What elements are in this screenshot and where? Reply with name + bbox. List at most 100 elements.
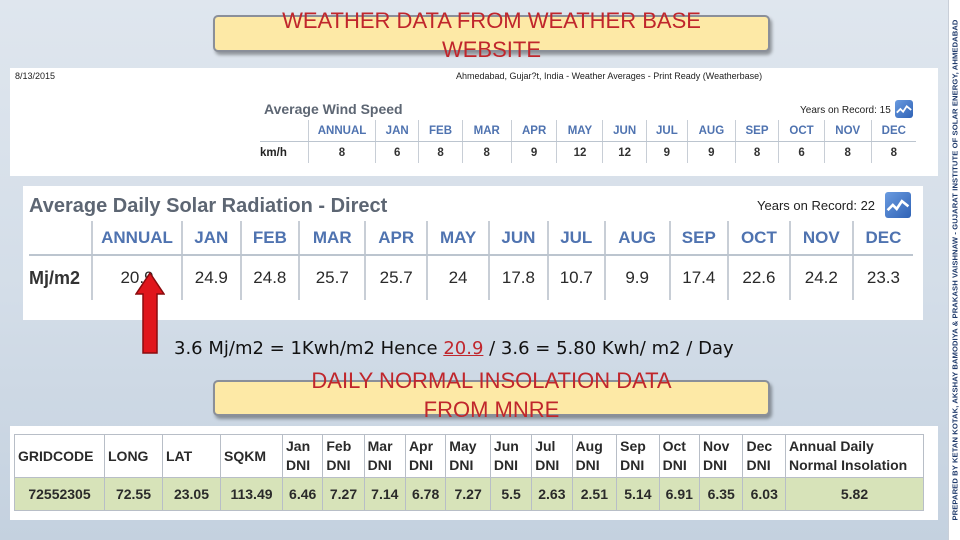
mnre-header-cell: May DNI [445, 434, 491, 478]
mnre-dni: DNI [367, 457, 392, 473]
mnre-month: May [449, 438, 477, 454]
solar-header-cell: OCT [727, 221, 790, 256]
wind-value-cell: 6 [778, 141, 825, 163]
mnre-month: Oct [662, 438, 686, 454]
equation-after: / 3.6 = 5.80 Kwh/ m2 / Day [483, 338, 734, 359]
solar-header-cell: APR [364, 221, 427, 256]
solar-header-cell: JUL [546, 221, 605, 256]
wind-header-cell: DEC [870, 120, 916, 142]
wind-value-cell: 12 [556, 141, 603, 163]
mnre-month: Apr [408, 438, 434, 454]
mnre-header-cell: Jun DNI [489, 434, 533, 478]
solar-header-cell: SEP [668, 221, 729, 256]
wind-table: ANNUAL JAN FEB MAR APR MAY JUN JUL AUG S… [260, 120, 916, 163]
mnre-header-cell: Apr DNI [404, 434, 447, 478]
solar-header-cell: FEB [239, 221, 300, 256]
mnre-value-cell: 6.78 [404, 477, 447, 511]
mnre-header-cell: Jan DNI [281, 434, 324, 478]
mnre-value-cell: 5.5 [489, 477, 533, 511]
mnre-header-cell: Nov DNI [698, 434, 744, 478]
mnre-header-cell: Aug DNI [571, 434, 618, 478]
wind-value-cell: 8 [734, 141, 779, 163]
wind-value-cell: 8 [308, 141, 376, 163]
equation-before: 3.6 Mj/m2 = 1Kwh/m2 Hence [174, 338, 444, 359]
credit-strip: PREPARED BY KETAN KOTAK, AKSHAY BAMODIYA… [948, 0, 960, 540]
solar-header-cell: JAN [181, 221, 241, 256]
mnre-header-cell: Jul DNI [531, 434, 573, 478]
mnre-value-cell: 2.51 [571, 477, 618, 511]
mnre-value-row: 72552305 72.55 23.05 113.49 6.46 7.27 7.… [14, 477, 924, 511]
solar-header-cell: AUG [603, 221, 670, 256]
mnre-value-cell: 2.63 [531, 477, 573, 511]
wind-header-cell: JUN [602, 120, 647, 142]
mnre-header-cell: LAT [162, 434, 221, 478]
mnre-annual-label: Normal Insolation [789, 457, 908, 473]
equation-highlight: 20.9 [443, 338, 484, 359]
wind-header-cell: JAN [374, 120, 419, 142]
wind-header-cell: NOV [823, 120, 872, 142]
mnre-value-cell: 7.27 [322, 477, 365, 511]
print-date: 8/13/2015 [15, 71, 56, 81]
mnre-dni: DNI [575, 457, 600, 473]
wind-header-cell: AUG [686, 120, 736, 142]
solar-value-cell: 25.7 [298, 255, 366, 300]
mnre-value-cell: 72.55 [104, 477, 163, 511]
mnre-month: Feb [326, 438, 352, 454]
mnre-dni: DNI [620, 457, 645, 473]
weatherbase-logo-icon [885, 192, 911, 218]
solar-value-cell: 17.4 [668, 255, 729, 300]
mnre-header-cell: SQKM [220, 434, 283, 478]
mnre-value-cell: 6.03 [742, 477, 786, 511]
top-banner-line2: WEBSITE [441, 37, 541, 62]
solar-value-cell: 24.2 [788, 255, 853, 300]
wind-header-cell: JUL [645, 120, 688, 142]
solar-value-row: Mj/m2 20.9 24.9 24.8 25.7 25.7 24 17.8 1… [29, 255, 913, 300]
bottom-banner-line1: DAILY NORMAL INSOLATION DATA [311, 368, 672, 393]
wind-header-cell: MAY [556, 120, 603, 142]
mnre-dni: DNI [662, 457, 687, 473]
solar-table: ANNUAL JAN FEB MAR APR MAY JUN JUL AUG S… [29, 221, 913, 300]
mnre-month: Dec [746, 438, 773, 454]
solar-title: Average Daily Solar Radiation - Direct [29, 195, 388, 217]
mnre-value-cell: 5.14 [616, 477, 660, 511]
solar-value-cell: 17.8 [488, 255, 548, 300]
mnre-month: Sep [620, 438, 646, 454]
solar-radiation-panel: Average Daily Solar Radiation - Direct Y… [23, 186, 923, 320]
solar-records: Years on Record: 22 [757, 198, 876, 213]
solar-value-cell: 24.9 [181, 255, 241, 300]
wind-header-cell: APR [510, 120, 557, 142]
mnre-value-cell: 5.82 [785, 477, 924, 511]
wind-value-cell: 12 [602, 141, 647, 163]
solar-value-cell: 9.9 [603, 255, 670, 300]
mnre-table: GRIDCODE LONG LAT SQKM Jan DNI Feb DNI Mar… [14, 434, 924, 511]
bottom-banner-line2: FROM MNRE [423, 397, 560, 422]
solar-value-cell: 23.3 [851, 255, 913, 300]
wind-title: Average Wind Speed [264, 101, 403, 117]
mnre-month: Jul [535, 438, 556, 454]
wind-value-row: km/h 8 6 8 8 9 12 12 9 9 8 6 8 8 [260, 141, 916, 163]
solar-value-cell: 24.8 [239, 255, 300, 300]
mnre-value-cell: 23.05 [162, 477, 221, 511]
mnre-value-cell: 72552305 [14, 477, 105, 511]
mnre-dni: DNI [493, 457, 519, 473]
mnre-value-cell: 113.49 [220, 477, 283, 511]
weatherbase-logo-icon [895, 100, 913, 118]
wind-value-cell: 9 [645, 141, 688, 163]
mnre-header-cell: Dec DNI [742, 434, 786, 478]
mnre-header-row: GRIDCODE LONG LAT SQKM Jan DNI Feb DNI Mar… [14, 434, 924, 478]
mnre-header-cell: Sep DNI [616, 434, 660, 478]
mnre-value-cell: 6.46 [281, 477, 324, 511]
print-source: Ahmedabad, Gujar?t, India - Weather Aver… [456, 71, 763, 81]
mnre-month: Jan [286, 438, 311, 454]
mnre-month: Mar [367, 438, 393, 454]
solar-header-cell: ANNUAL [91, 221, 182, 256]
mnre-month: Jun [493, 438, 519, 454]
mnre-header-cell: Mar DNI [363, 434, 406, 478]
solar-value-cell: 10.7 [546, 255, 605, 300]
conversion-equation: 3.6 Mj/m2 = 1Kwh/m2 Hence 20.9 / 3.6 = 5… [174, 338, 734, 359]
mnre-value-cell: 6.35 [698, 477, 744, 511]
mnre-month: Nov [702, 438, 730, 454]
solar-header-cell: NOV [788, 221, 853, 256]
solar-header-row: ANNUAL JAN FEB MAR APR MAY JUN JUL AUG S… [29, 221, 913, 256]
wind-unit: km/h [260, 146, 287, 159]
